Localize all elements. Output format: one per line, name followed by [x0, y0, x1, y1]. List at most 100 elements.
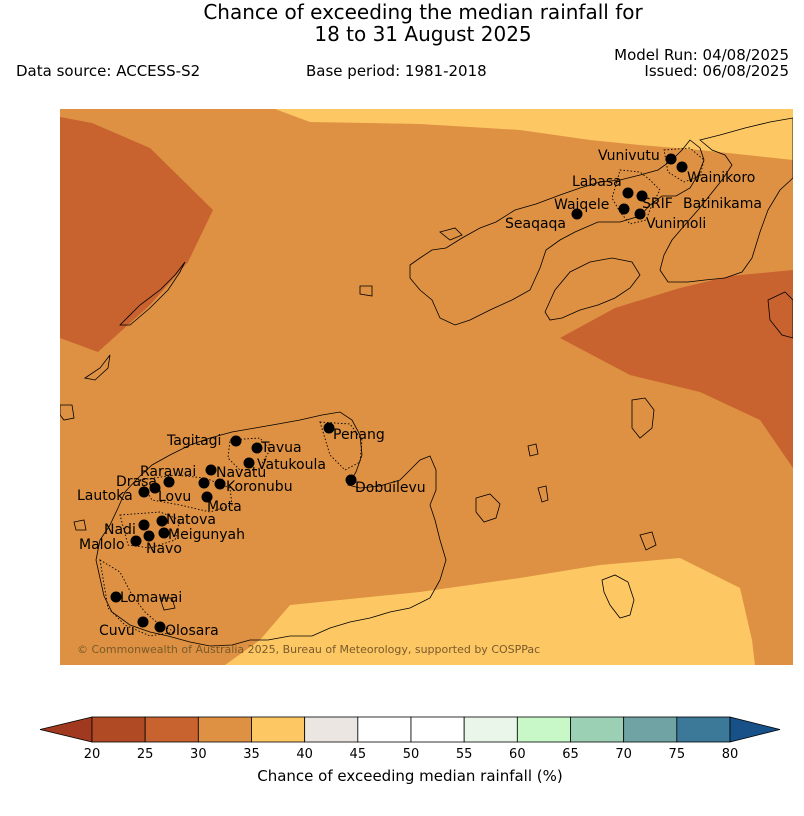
- colorbar-tick-label: 60: [509, 747, 526, 762]
- probability-band-35-40-north: [275, 109, 793, 160]
- station-label: Vunimoli: [646, 216, 706, 232]
- station-label: Meigunyah: [168, 527, 245, 543]
- probability-band-25-30-west: [60, 117, 213, 352]
- colorbar-tick-label: 35: [243, 747, 260, 762]
- station-label: Drasa: [116, 474, 157, 490]
- station-marker[interactable]: [198, 477, 210, 489]
- colorbar-segment: [144, 716, 199, 743]
- probability-band-35-40-south: [225, 558, 755, 665]
- map-title-line2: 18 to 31 August 2025: [314, 22, 532, 46]
- colorbar-segment: [304, 716, 359, 743]
- station-label: Navo: [146, 541, 182, 557]
- station-label: Tavua: [260, 440, 302, 456]
- station-label: Tagitagi: [166, 433, 221, 449]
- colorbar-tick-label: 25: [137, 747, 154, 762]
- station-label: Navatu: [216, 465, 266, 481]
- station-marker[interactable]: [130, 535, 142, 547]
- station-marker[interactable]: [636, 190, 648, 202]
- station-marker[interactable]: [676, 161, 688, 173]
- station-marker[interactable]: [345, 474, 357, 486]
- station-labels: Vunivutu Wainikoro Labasa SRIF Batinikam…: [77, 148, 762, 639]
- station-label: Lomawai: [120, 590, 182, 606]
- station-label: Malolo: [79, 537, 125, 553]
- copyright-notice: © Commonwealth of Australia 2025, Bureau…: [77, 643, 540, 656]
- colorbar-segment: [676, 716, 731, 743]
- colorbar-segment: [197, 716, 252, 743]
- station-marker[interactable]: [243, 457, 255, 469]
- station-marker[interactable]: [323, 422, 335, 434]
- station-marker[interactable]: [665, 153, 677, 165]
- station-label: Penang: [333, 427, 385, 443]
- colorbar-segment: [91, 716, 146, 743]
- station-marker[interactable]: [230, 435, 242, 447]
- station-label: Koronubu: [226, 479, 293, 495]
- colorbar-segment: [516, 716, 571, 743]
- colorbar-tick-label: 20: [84, 747, 101, 762]
- station-label: Cuvu: [99, 623, 135, 639]
- station-label: Rarawai: [140, 464, 196, 480]
- station-marker[interactable]: [138, 519, 150, 531]
- colorbar-tick-label: 50: [403, 747, 420, 762]
- colorbar-tick-label: 80: [722, 747, 739, 762]
- station-label: Vatukoula: [257, 457, 326, 473]
- station-marker[interactable]: [622, 187, 634, 199]
- station-marker[interactable]: [214, 478, 226, 490]
- base-period-label: Base period: 1981-2018: [306, 62, 487, 80]
- station-label: Natova: [166, 512, 216, 528]
- station-label: Mota: [207, 499, 242, 515]
- colorbar-segment: [463, 716, 518, 743]
- map-title-line1: Chance of exceeding the median rainfall …: [203, 0, 643, 24]
- station-label: Nadi: [104, 522, 136, 538]
- station-marker[interactable]: [163, 476, 175, 488]
- colorbar: 20 25 30 35 40 45 50 55 60 65 70 75 80: [39, 716, 781, 762]
- station-label: Seaqaqa: [505, 216, 566, 232]
- colorbar-segment: [251, 716, 306, 743]
- station-marker[interactable]: [618, 203, 630, 215]
- probability-band-25-30-east: [560, 270, 793, 468]
- station-marker[interactable]: [158, 527, 170, 539]
- station-marker[interactable]: [205, 464, 217, 476]
- map-panel: Vunivutu Wainikoro Labasa SRIF Batinikam…: [60, 109, 793, 665]
- colorbar-segment: [410, 716, 465, 743]
- station-marker[interactable]: [201, 491, 213, 503]
- station-marker[interactable]: [634, 208, 646, 220]
- station-label: Dobuilevu: [355, 480, 426, 496]
- issued-label: Issued: 06/08/2025: [644, 62, 789, 80]
- station-label: Labasa: [572, 174, 622, 190]
- station-label: Wainikoro: [687, 170, 755, 186]
- coastlines: [60, 117, 793, 647]
- colorbar-tick-label: 55: [456, 747, 473, 762]
- station-marker[interactable]: [149, 482, 161, 494]
- district-boundaries: [99, 147, 705, 637]
- station-marker[interactable]: [138, 486, 150, 498]
- station-label: SRIF: [642, 196, 673, 212]
- station-label: Vunivutu: [598, 148, 660, 164]
- colorbar-tick-label: 40: [296, 747, 313, 762]
- colorbar-extend-low: [39, 716, 93, 743]
- colorbar-segment: [570, 716, 625, 743]
- station-label: Lautoka: [77, 488, 133, 504]
- model-run-label: Model Run: 04/08/2025: [614, 46, 789, 64]
- station-label: Olosara: [165, 623, 219, 639]
- station-marker[interactable]: [137, 616, 149, 628]
- colorbar-tick-label: 75: [669, 747, 686, 762]
- data-source-label: Data source: ACCESS-S2: [16, 62, 201, 80]
- colorbar-segment: [357, 716, 412, 743]
- station-markers: [110, 153, 688, 633]
- station-marker[interactable]: [156, 515, 168, 527]
- station-label: Waiqele: [554, 197, 609, 213]
- colorbar-tick-label: 70: [615, 747, 632, 762]
- colorbar-tick-label: 45: [350, 747, 367, 762]
- station-marker[interactable]: [110, 591, 122, 603]
- colorbar-extend-high: [729, 716, 781, 743]
- colorbar-title: Chance of exceeding median rainfall (%): [257, 767, 562, 785]
- station-marker[interactable]: [251, 442, 263, 454]
- station-label: Lovu: [158, 489, 191, 505]
- station-marker[interactable]: [154, 621, 166, 633]
- colorbar-tick-label: 65: [562, 747, 579, 762]
- colorbar-tick-label: 30: [190, 747, 207, 762]
- colorbar-segment: [623, 716, 678, 743]
- station-marker[interactable]: [143, 530, 155, 542]
- station-marker[interactable]: [571, 208, 583, 220]
